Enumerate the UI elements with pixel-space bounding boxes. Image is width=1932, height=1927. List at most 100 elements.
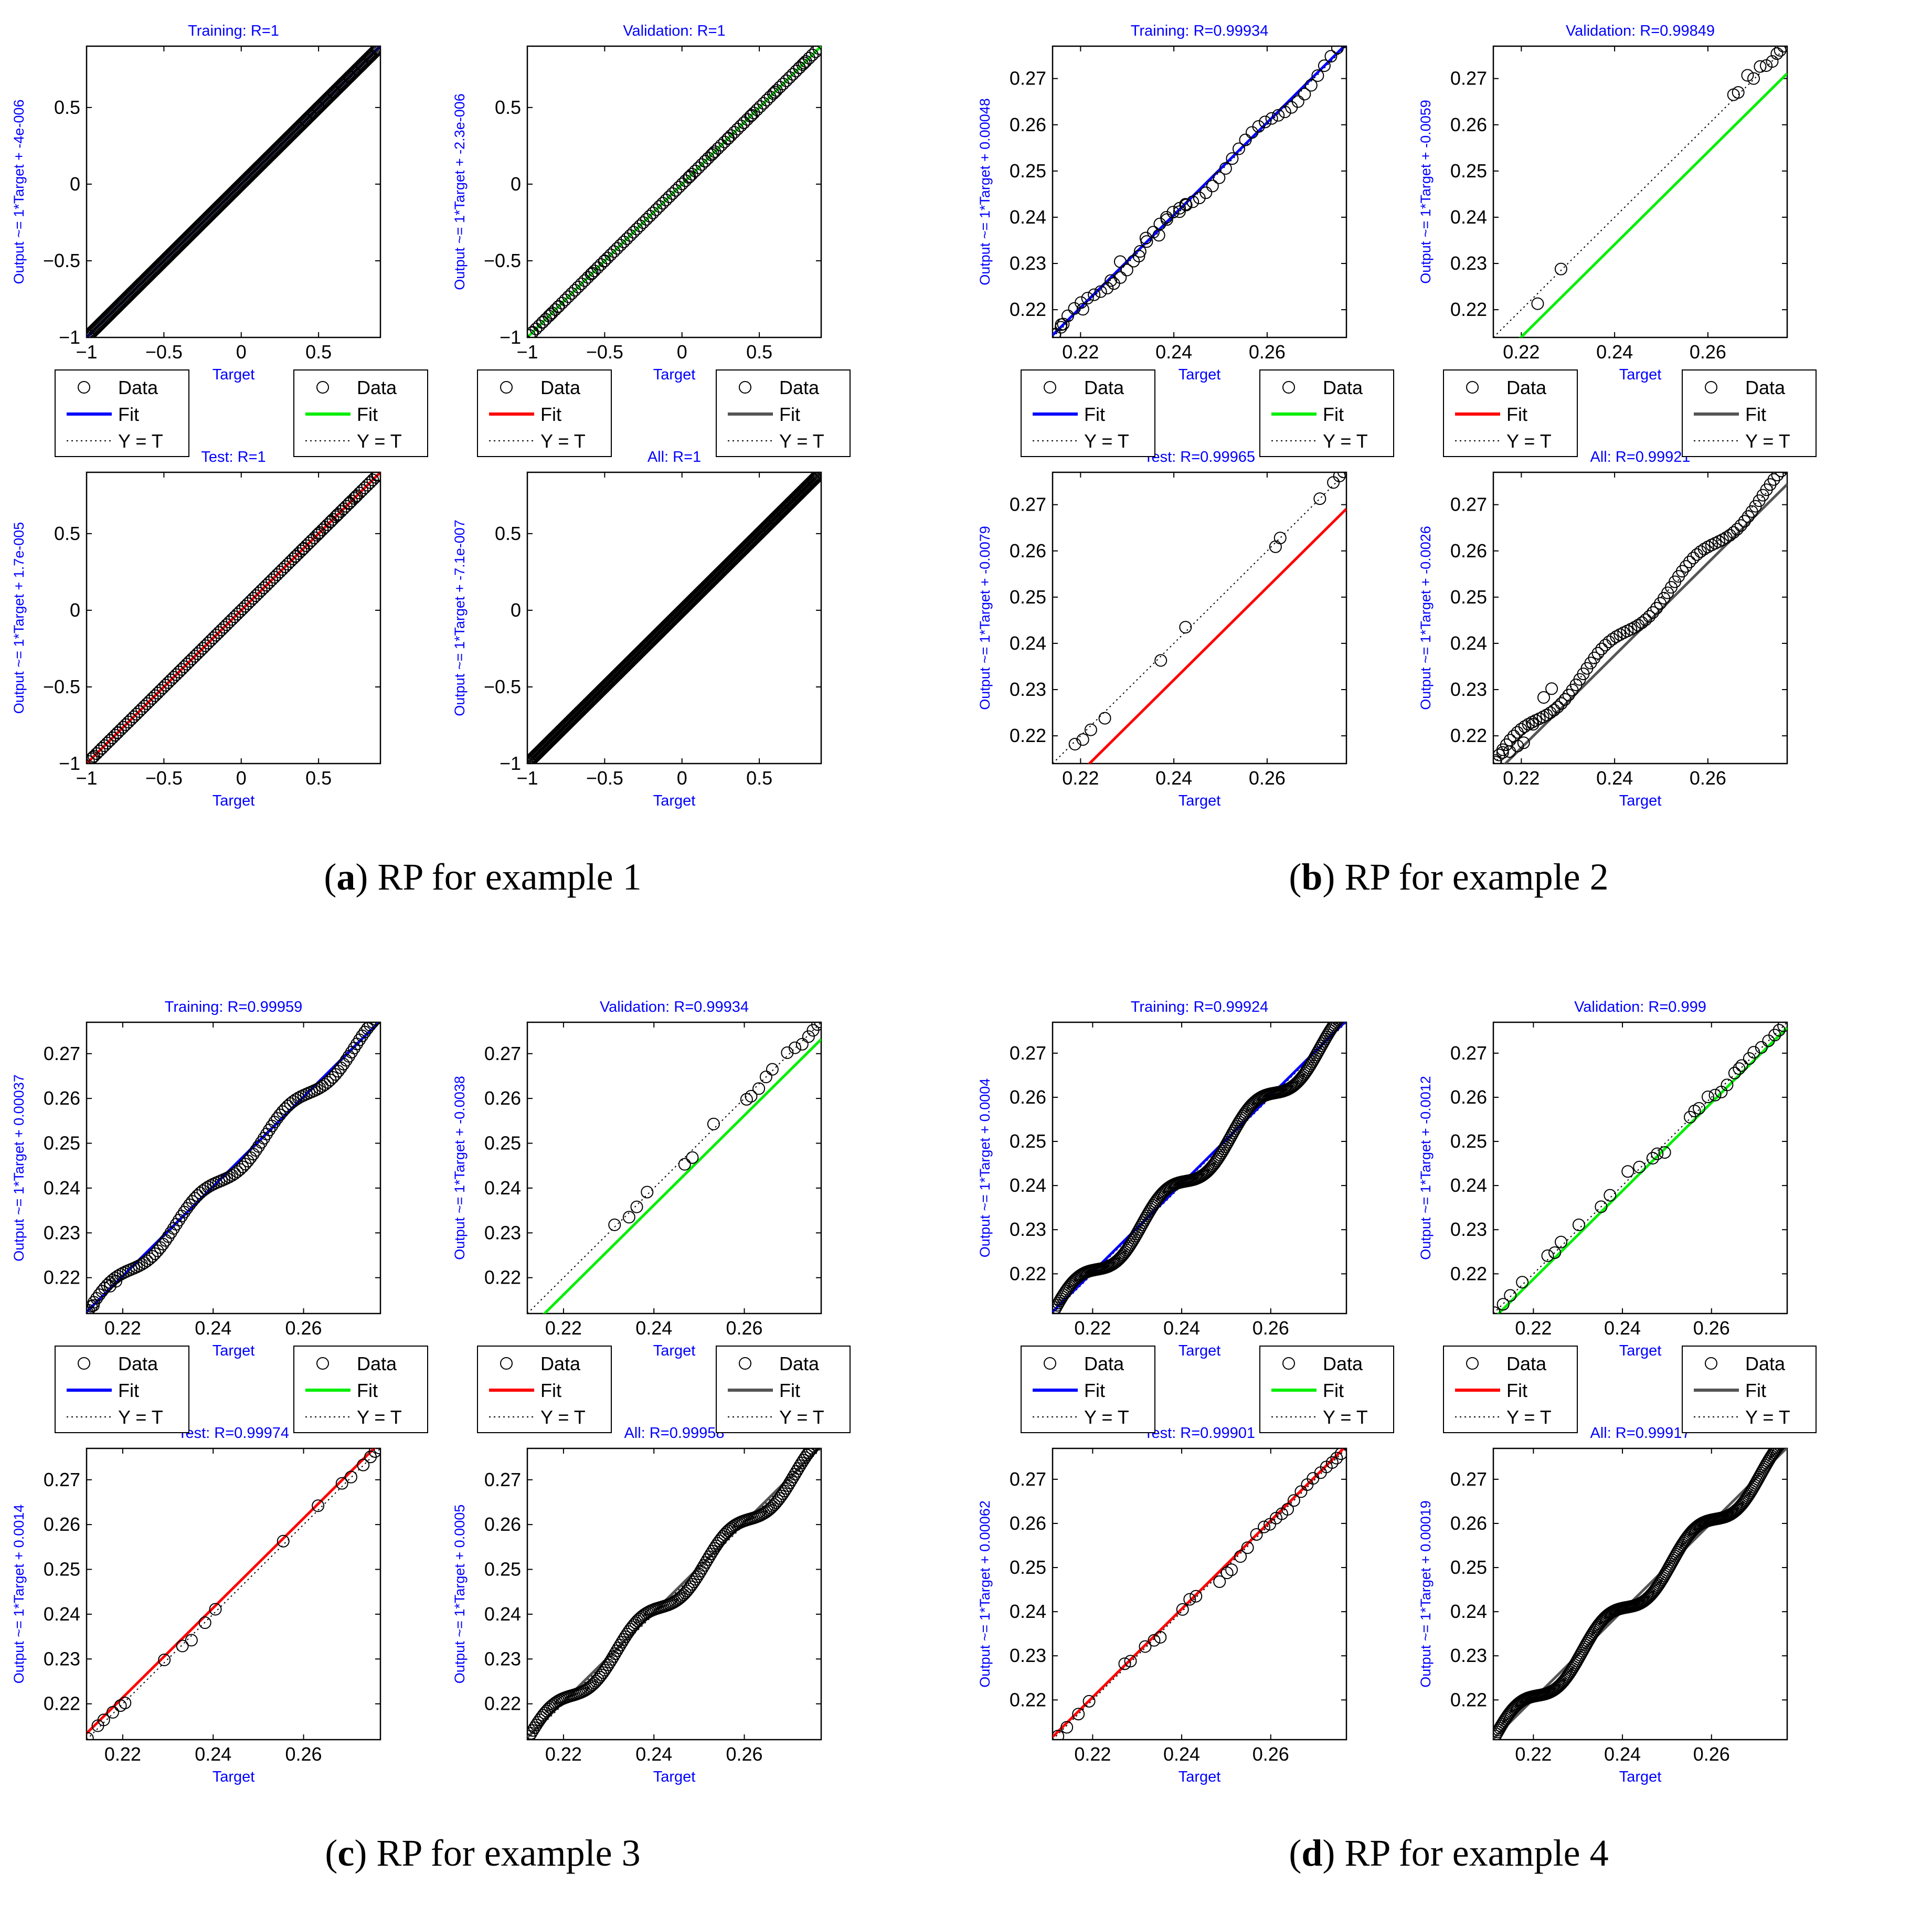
data-point (529, 322, 543, 335)
data-point (734, 119, 747, 132)
legend-fit-label: Fit (357, 1380, 378, 1401)
data-point (1779, 1434, 1791, 1445)
data-point (741, 113, 754, 126)
y-tick-label: 0.5 (54, 97, 80, 118)
plot-area (87, 1022, 380, 1314)
y-tick-label: 0.27 (1450, 494, 1487, 515)
caption-paren-open: ( (324, 856, 336, 898)
data-point (1493, 756, 1502, 764)
x-tick-label: 0.26 (1693, 1317, 1730, 1339)
x-tick-label: −1 (76, 341, 97, 363)
data-point (802, 1030, 815, 1043)
data-point (1683, 555, 1696, 568)
data-point (627, 226, 640, 239)
legend-identity-label: Y = T (357, 430, 402, 452)
data-point (802, 51, 815, 65)
identity-line (1493, 1022, 1787, 1314)
data-point (1113, 255, 1127, 268)
data-point (1547, 704, 1561, 717)
data-point (666, 187, 679, 200)
y-tick-label: 0.26 (44, 1087, 80, 1109)
y-tick-label: 0.26 (1450, 1086, 1487, 1108)
data-point (296, 543, 310, 556)
subplot-b-1: 0.22 0.24 0.26 0.22 0.23 0.24 0.25 0.26 0.27 Trai… (977, 23, 1347, 383)
x-tick-label: 0.24 (635, 1743, 672, 1765)
data-point (1537, 691, 1550, 704)
y-tick-label: 0.24 (484, 1177, 521, 1199)
y-tick-label: 0.27 (1010, 68, 1046, 89)
data-point (783, 71, 796, 84)
data-point (1160, 213, 1173, 226)
data-point (1330, 1452, 1343, 1465)
data-point (1132, 249, 1145, 262)
x-tick-label: 0.22 (1503, 767, 1540, 789)
legend-data-label: Data (118, 1353, 158, 1374)
subplot-a-1: −1 −0.5 0 0.5 −1 −0.5 0 0.5 Training: R=1 Target O… (11, 23, 381, 383)
y-tick-label: 0.27 (1010, 1468, 1046, 1490)
data-point (809, 46, 821, 58)
identity-line (1053, 472, 1346, 764)
data-point (601, 251, 614, 264)
legend-fit-label: Fit (1084, 1380, 1105, 1401)
x-tick-label: 0.22 (545, 1317, 582, 1339)
caption-letter: c (337, 1832, 354, 1874)
data-point (87, 1732, 94, 1740)
data-point (1636, 616, 1649, 629)
caption-a: (a) RP for example 1 (324, 856, 641, 898)
y-tick-label: 0.23 (1450, 252, 1487, 274)
x-tick-label: 0.24 (1163, 1743, 1200, 1765)
data-point (1205, 1161, 1218, 1174)
caption-paren-close: ) (355, 856, 377, 898)
y-tick-label: 0.23 (1010, 1219, 1046, 1240)
data-point (805, 1448, 819, 1455)
x-axis-label: Target (653, 792, 696, 809)
x-axis-label: Target (1619, 792, 1662, 809)
data-point (533, 319, 546, 332)
data-point (1094, 285, 1107, 298)
y-tick-label: 0.5 (54, 523, 80, 544)
data-point (1313, 492, 1326, 505)
data-point (695, 158, 708, 171)
data-point (1334, 1448, 1346, 1460)
data-point (1716, 533, 1729, 546)
caption-paren-open: ( (325, 1832, 337, 1874)
y-tick-label: 0.26 (44, 1513, 80, 1535)
data-point (1288, 1078, 1301, 1092)
y-tick-label: 0.24 (484, 1603, 521, 1625)
data-point (568, 284, 581, 297)
data-point (1511, 739, 1524, 753)
data-point (813, 1435, 825, 1447)
x-tick-label: 0.26 (1690, 767, 1726, 789)
data-point (806, 48, 819, 61)
identity-line (527, 1022, 821, 1314)
x-axis-label: Target (1179, 1769, 1221, 1785)
data-point (811, 1022, 821, 1031)
legend-fit-label: Fit (779, 404, 800, 425)
data-point (1728, 1066, 1741, 1079)
y-tick-label: 0.24 (1010, 1174, 1046, 1196)
x-tick-label: 0.22 (1074, 1317, 1111, 1339)
y-tick-label: 0.25 (44, 1559, 80, 1580)
data-point (808, 473, 821, 486)
data-point (185, 1634, 198, 1647)
plot-area (527, 1435, 825, 1740)
data-point (1139, 1640, 1152, 1653)
caption-d: (d) RP for example 4 (1289, 1832, 1608, 1874)
data-point (369, 472, 380, 484)
data-point (808, 1448, 820, 1453)
data-point (1234, 1550, 1247, 1563)
data-point (527, 326, 538, 337)
data-point (767, 87, 780, 100)
legend-data-label: Data (357, 1353, 397, 1374)
y-tick-label: −0.5 (484, 676, 521, 697)
data-point (740, 1093, 753, 1106)
data-point (630, 1200, 643, 1213)
data-point (1213, 1575, 1226, 1588)
legend-2: Data Fit Y = T (1259, 369, 1394, 457)
data-point (1514, 723, 1527, 736)
data-point (745, 1089, 758, 1103)
data-point (585, 268, 598, 281)
data-point (370, 1022, 380, 1026)
data-point (1777, 46, 1787, 52)
data-point (367, 46, 380, 59)
